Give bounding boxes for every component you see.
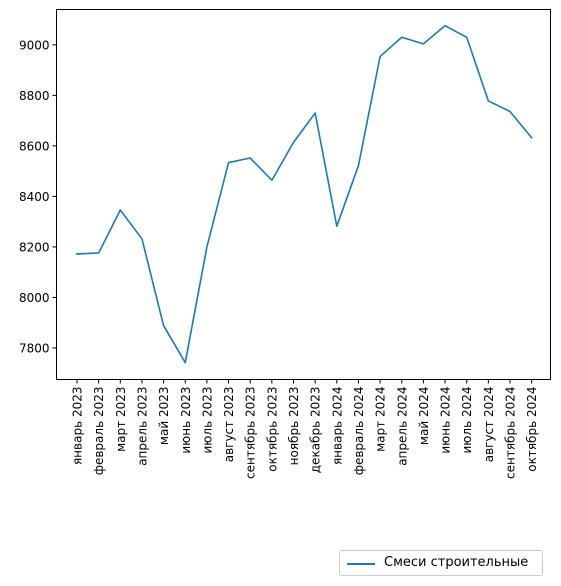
legend: Смеси строительные	[339, 550, 543, 576]
x-tick-label: май 2024	[417, 387, 431, 446]
x-tick-label: июль 2024	[460, 387, 474, 454]
y-tick-label: 8600	[19, 139, 50, 153]
x-tick-label: июль 2023	[200, 387, 214, 454]
x-tick-label: август 2024	[482, 387, 496, 463]
x-tick-label: декабрь 2023	[309, 387, 323, 474]
series-line	[76, 24, 533, 364]
y-tick-label: 8200	[19, 240, 50, 254]
x-tick-label: май 2023	[157, 387, 171, 446]
x-tick-label: октябрь 2023	[265, 387, 279, 472]
x-tick-label: апрель 2023	[135, 387, 149, 466]
x-tick-label: апрель 2024	[395, 387, 409, 466]
x-tick-label: июнь 2024	[439, 387, 453, 454]
x-tick-label: август 2023	[222, 387, 236, 463]
y-tick-label: 7800	[19, 341, 50, 355]
y-axis: 7800 8000 8200 8400 8600 8800 9000	[19, 38, 57, 355]
legend-label: Смеси строительные	[384, 555, 529, 570]
x-tick-label: сентябрь 2023	[244, 387, 258, 479]
x-tick-label: октябрь 2024	[525, 387, 539, 472]
y-tick-label: 9000	[19, 38, 50, 52]
y-tick-label: 8400	[19, 190, 50, 204]
legend-swatch	[347, 563, 375, 565]
plot-frame	[56, 9, 551, 380]
x-tick-label: сентябрь 2024	[504, 387, 518, 479]
x-tick-label: март 2023	[114, 387, 128, 452]
y-tick-label: 8000	[19, 291, 50, 305]
x-tick-label: январь 2024	[330, 387, 344, 466]
y-tick-label: 8800	[19, 89, 50, 103]
x-tick-label: январь 2023	[71, 387, 85, 466]
x-tick-label: март 2024	[374, 387, 388, 452]
x-axis: январь 2023 февраль 2023 март 2023 апрель 2…	[71, 379, 539, 479]
x-tick-label: февраль 2023	[92, 387, 106, 476]
series-layer	[76, 24, 533, 364]
x-tick-label: февраль 2024	[352, 387, 366, 476]
x-tick-label: ноябрь 2023	[287, 387, 301, 466]
x-tick-label: июнь 2023	[179, 387, 193, 454]
